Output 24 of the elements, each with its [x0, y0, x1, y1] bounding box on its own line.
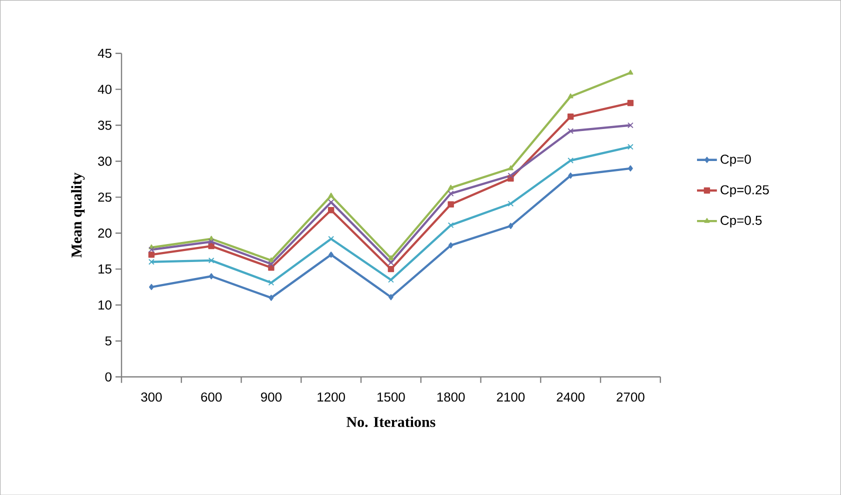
- x-tick-label: 600: [201, 392, 222, 402]
- y-tick-label: 5: [105, 336, 112, 346]
- x-tick-label: 300: [141, 392, 162, 402]
- x-tick-label: 1800: [437, 392, 465, 402]
- y-tick-label: 25: [98, 192, 112, 202]
- y-tick-label: 15: [98, 264, 112, 274]
- x-tick-label: 2100: [496, 392, 525, 402]
- y-tick-label: 30: [98, 156, 112, 166]
- legend-label: Cp=0.25: [720, 184, 769, 197]
- x-tick-label: 2400: [556, 392, 585, 402]
- x-tick-label: 1500: [378, 392, 405, 402]
- y-tick-label: 40: [98, 84, 112, 94]
- legend-label: Cp=0.5: [720, 216, 762, 228]
- legend-label: Cp=0: [720, 154, 751, 166]
- y-tick-label: 0: [105, 372, 112, 382]
- y-axis-title: Mean quality: [71, 172, 85, 258]
- y-tick-label: 20: [98, 228, 112, 238]
- y-tick-label: 35: [98, 120, 112, 130]
- y-tick-label: 45: [98, 48, 112, 58]
- y-tick-label: 10: [98, 300, 112, 310]
- x-tick-label: 900: [260, 392, 282, 402]
- x-axis-title: No. Iterations: [346, 416, 436, 427]
- x-tick-label: 2700: [616, 392, 644, 402]
- x-tick-label: 1200: [318, 392, 345, 402]
